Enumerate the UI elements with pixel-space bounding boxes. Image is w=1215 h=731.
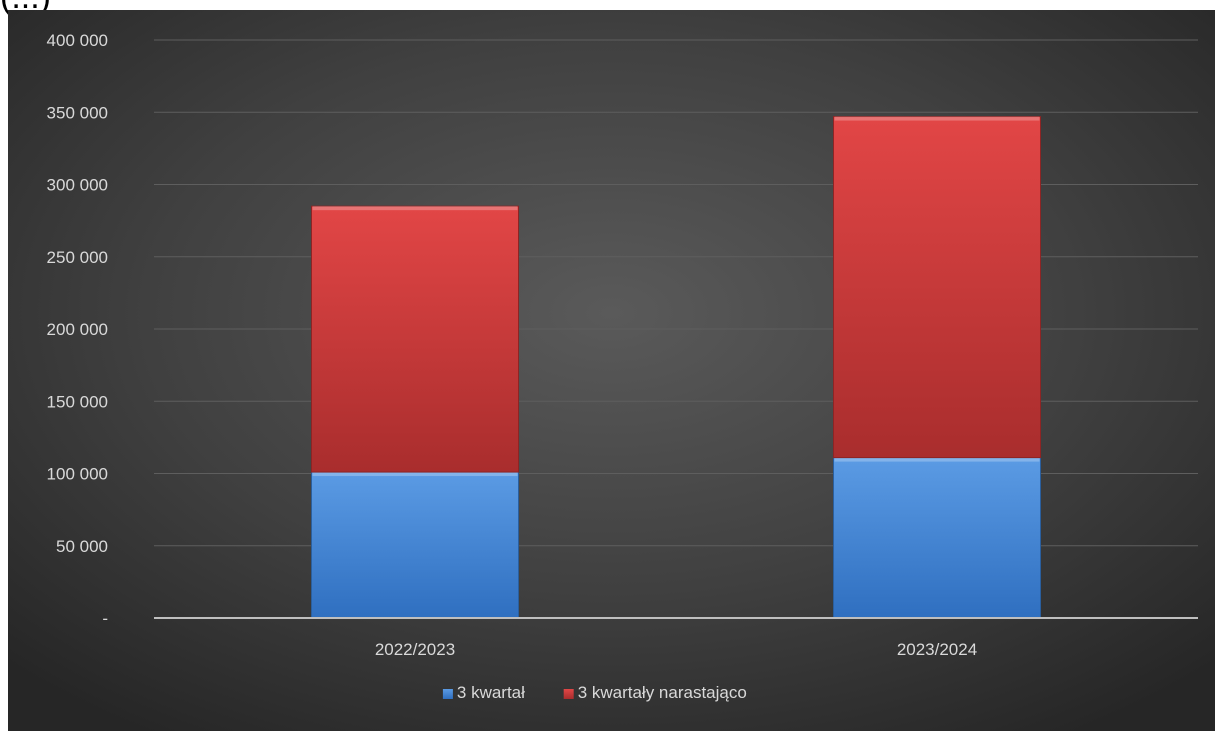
legend-swatch <box>442 689 453 699</box>
y-tick-label: 150 000 <box>47 392 108 411</box>
axes: - 50 000 100 000 150 000 200 000 250 000 300 0… <box>47 31 1198 659</box>
bar-segment-narastajaco-1 <box>833 116 1041 459</box>
y-tick-label: - <box>102 609 108 628</box>
bar-rect <box>311 471 519 619</box>
bar-highlight <box>312 206 518 211</box>
bar-highlight <box>834 116 1040 121</box>
y-tick-label: 200 000 <box>47 320 108 339</box>
bar-highlight <box>312 472 518 477</box>
x-tick-label: 2023/2024 <box>897 640 977 659</box>
legend-label: 3 kwartał <box>457 683 525 702</box>
bar-segment-kwartal-0 <box>311 471 519 619</box>
bar-highlight <box>834 457 1040 462</box>
bar-rect <box>311 205 519 473</box>
y-tick-label: 100 000 <box>47 465 108 484</box>
bar-rect <box>833 457 1041 619</box>
legend-swatch <box>563 689 574 699</box>
x-tick-label: 2022/2023 <box>375 640 455 659</box>
bars <box>311 116 1041 619</box>
y-tick-label: 400 000 <box>47 31 108 50</box>
legend-item-0: 3 kwartał <box>442 683 525 702</box>
y-tick-label: 250 000 <box>47 248 108 267</box>
legend-item-1: 3 kwartały narastająco <box>563 683 747 702</box>
legend-label: 3 kwartały narastająco <box>578 683 747 702</box>
chart-panel: - 50 000 100 000 150 000 200 000 250 000 300 0… <box>8 10 1215 731</box>
bar-segment-kwartal-1 <box>833 457 1041 619</box>
bar-rect <box>833 116 1041 459</box>
stacked-bar-chart: - 50 000 100 000 150 000 200 000 250 000 300 0… <box>8 10 1215 731</box>
y-tick-label: 350 000 <box>47 103 108 122</box>
y-tick-label: 300 000 <box>47 176 108 195</box>
y-tick-label: 50 000 <box>56 537 108 556</box>
bar-segment-narastajaco-0 <box>311 205 519 473</box>
legend: 3 kwartał 3 kwartały narastająco <box>442 683 747 702</box>
